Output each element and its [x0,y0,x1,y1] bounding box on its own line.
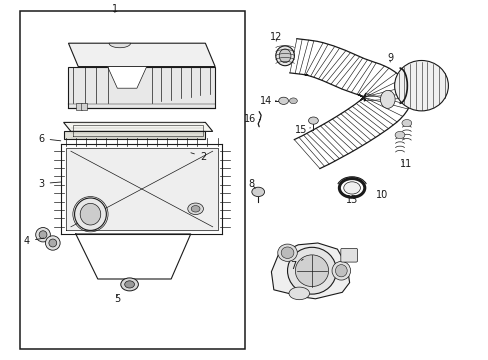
Ellipse shape [380,90,394,108]
Circle shape [401,120,411,127]
Ellipse shape [335,265,346,277]
Circle shape [289,98,297,104]
Text: 9: 9 [386,53,392,63]
Bar [20,11,244,349]
Text: 6: 6 [39,134,61,144]
Text: 13: 13 [345,195,358,205]
Ellipse shape [281,247,293,258]
Circle shape [121,278,138,291]
Polygon shape [66,148,217,230]
Text: 12: 12 [269,32,282,42]
Ellipse shape [295,255,328,287]
Circle shape [124,281,134,288]
Polygon shape [63,131,205,139]
Polygon shape [68,43,215,67]
Circle shape [278,97,288,104]
Polygon shape [271,243,349,299]
Ellipse shape [80,203,101,225]
Ellipse shape [45,236,60,250]
Text: 4: 4 [24,236,43,246]
Circle shape [308,117,318,124]
Text: 10: 10 [375,190,388,200]
Ellipse shape [74,198,106,230]
Polygon shape [107,67,146,88]
Ellipse shape [39,231,47,239]
Circle shape [251,187,264,197]
Ellipse shape [288,287,309,300]
Text: 8: 8 [248,179,255,189]
Polygon shape [63,122,212,131]
Ellipse shape [394,60,447,111]
Text: 3: 3 [39,179,61,189]
Polygon shape [68,67,215,108]
Ellipse shape [279,49,290,63]
Polygon shape [109,43,130,48]
Text: 7: 7 [290,259,303,271]
Ellipse shape [277,244,297,261]
Ellipse shape [331,261,350,280]
Text: 11: 11 [399,159,411,169]
Text: 5: 5 [114,294,120,304]
Ellipse shape [36,228,50,242]
Text: 15: 15 [294,125,310,135]
Text: 2: 2 [190,152,205,162]
Ellipse shape [287,247,336,294]
Ellipse shape [275,46,294,66]
Circle shape [394,131,404,139]
Text: 1: 1 [112,4,118,14]
Bar [76,103,81,110]
Text: 16: 16 [244,114,260,124]
Text: 14: 14 [260,96,276,106]
Circle shape [187,203,203,215]
FancyBboxPatch shape [340,248,357,262]
Bar [81,103,86,110]
Ellipse shape [343,182,360,194]
Ellipse shape [49,239,57,247]
Circle shape [191,206,200,212]
